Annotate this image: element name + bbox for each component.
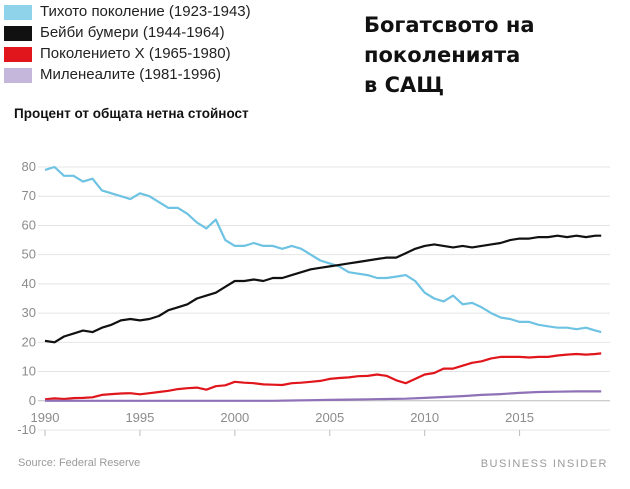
- y-tick-label: 50: [22, 247, 36, 262]
- series-line-1: [44, 234, 602, 344]
- y-axis-label: Процент от общата нетна стойност: [14, 106, 249, 121]
- grid-lines: [38, 166, 610, 436]
- y-tick-label: 40: [22, 276, 36, 291]
- y-tick-label: 80: [22, 159, 36, 174]
- series-lines: [44, 165, 602, 402]
- chart-title: Богатсвото на поколенията в САЩ: [364, 10, 624, 100]
- legend-label-millennials: Миленеалите (1981-1996): [40, 66, 222, 83]
- chart-title-line-1: Богатсвото на: [364, 13, 535, 37]
- x-tick-label: 2010: [410, 410, 439, 425]
- y-tick-label: 20: [22, 334, 36, 349]
- y-tick-label: -10: [17, 422, 36, 437]
- y-tick-label: 30: [22, 305, 36, 320]
- legend-swatch-gen-x: [4, 47, 32, 62]
- chart-title-line-2: поколенията: [364, 43, 521, 67]
- x-tick-label: 2015: [505, 410, 534, 425]
- x-tick-label: 1995: [125, 410, 154, 425]
- x-tick-label: 2000: [220, 410, 249, 425]
- legend-label-silent: Тихото поколение (1923-1943): [40, 3, 251, 20]
- legend-label-boomers: Бейби бумери (1944-1964): [40, 24, 225, 41]
- brand-logo: BUSINESS INSIDER: [480, 458, 608, 470]
- legend-swatch-millennials: [4, 68, 32, 83]
- y-tick-label: 70: [22, 188, 36, 203]
- legend-swatch-boomers: [4, 26, 32, 41]
- source-note: Source: Federal Reserve: [18, 457, 141, 469]
- y-tick-label: 60: [22, 217, 36, 232]
- y-tick-label: 0: [29, 393, 36, 408]
- series-line-0: [44, 165, 602, 334]
- y-tick-label: 10: [22, 364, 36, 379]
- legend-swatch-silent: [4, 5, 32, 20]
- series-line-2: [44, 352, 602, 401]
- tick-labels: -10 0 10 20 30 40 50 60 70 80 1990 1995 2000 2005 2010…: [17, 159, 534, 437]
- x-tick-label: 1990: [31, 410, 60, 425]
- series-line-3: [45, 390, 602, 402]
- chart-title-line-3: в САЩ: [364, 73, 445, 97]
- legend-label-gen-x: Поколението X (1965-1980): [40, 45, 231, 62]
- x-tick-label: 2005: [315, 410, 344, 425]
